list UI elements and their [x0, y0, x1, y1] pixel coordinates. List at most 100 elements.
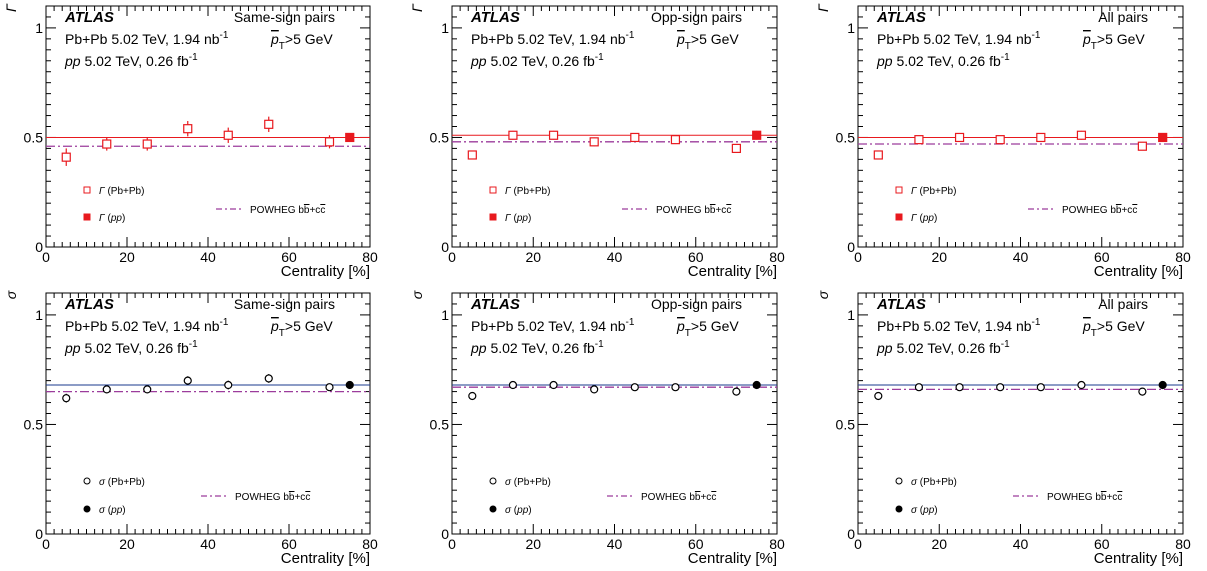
- pbpb-lumi-label: Pb+Pb 5.02 TeV, 1.94 nb-1: [877, 317, 1041, 334]
- legend-pbpb-marker: [83, 186, 91, 194]
- x-axis-label: Centrality [%]: [688, 263, 777, 280]
- pair-label: All pairs: [1098, 9, 1148, 25]
- pbpb-marker: [1036, 132, 1046, 143]
- x-tick-label: 40: [200, 249, 216, 265]
- pbpb-marker: [62, 394, 71, 403]
- y-tick-label: 0.5: [24, 416, 44, 432]
- pbpb-marker: [102, 385, 111, 394]
- x-tick-label: 40: [607, 536, 623, 552]
- pbpb-marker: [1077, 380, 1086, 390]
- x-tick-label: 0: [448, 536, 456, 552]
- pair-label: Same-sign pairs: [234, 296, 335, 312]
- pbpb-marker: [670, 135, 681, 145]
- legend-pbpb-marker: [895, 186, 903, 194]
- pair-label: Opp-sign pairs: [651, 296, 742, 312]
- atlas-label: ATLAS: [876, 9, 926, 26]
- atlas-label: ATLAS: [876, 296, 926, 313]
- x-tick-label: 80: [362, 536, 378, 552]
- legend-pbpb-marker: [83, 477, 91, 485]
- pp-lumi-label: pp 5.02 TeV, 0.26 fb-1: [64, 339, 198, 356]
- pp-marker: [345, 132, 355, 143]
- legend-pp-label: Γ (pp): [911, 213, 937, 224]
- pbpb-marker: [1138, 387, 1147, 396]
- y-axis-label: σ: [409, 290, 425, 299]
- pbpb-marker: [224, 380, 233, 390]
- pt-cut-label: pT>5 GeV: [270, 31, 333, 52]
- pbpb-marker: [467, 150, 477, 160]
- pbpb-marker: [1076, 130, 1087, 140]
- legend-pp-marker: [895, 213, 903, 221]
- x-axis-label: Centrality [%]: [688, 550, 777, 567]
- pp-marker: [752, 130, 762, 140]
- pbpb-marker: [590, 385, 599, 394]
- pbpb-lumi-label: Pb+Pb 5.02 TeV, 1.94 nb-1: [471, 317, 635, 334]
- legend-pbpb-label: σ (Pb+Pb): [911, 477, 957, 488]
- y-tick-label: 1: [35, 307, 43, 323]
- x-axis-label: Centrality [%]: [1094, 550, 1183, 567]
- pbpb-marker: [264, 119, 274, 129]
- x-tick-label: 80: [1175, 536, 1191, 552]
- pbpb-marker: [325, 383, 334, 392]
- pair-label: All pairs: [1098, 296, 1148, 312]
- legend-powheg-label: POWHEG bb+cc: [1062, 205, 1137, 216]
- pbpb-marker: [589, 137, 599, 147]
- legend-pbpb-marker: [895, 477, 903, 485]
- atlas-label: ATLAS: [64, 296, 114, 313]
- x-tick-label: 0: [448, 249, 456, 265]
- x-tick-label: 60: [1094, 249, 1110, 265]
- legend-pp-marker: [489, 505, 497, 513]
- panel-2: 0 20 40 60 80 0 0.5 1 Centrality [%] Γ ATLAS Opp-si…: [409, 3, 785, 280]
- pbpb-marker: [671, 383, 680, 392]
- legend-powheg-label: POWHEG bb+cc: [1047, 492, 1122, 503]
- pair-label: Opp-sign pairs: [651, 9, 742, 25]
- legend-pp-label: Γ (pp): [505, 213, 531, 224]
- y-tick-label: 0.5: [430, 129, 450, 145]
- y-tick-label: 1: [441, 20, 449, 36]
- legend-pbpb-label: Γ (Pb+Pb): [505, 186, 550, 197]
- pt-cut-label: pT>5 GeV: [1082, 31, 1145, 52]
- x-tick-label: 20: [525, 536, 541, 552]
- pbpb-marker: [223, 130, 233, 140]
- pbpb-marker: [142, 139, 152, 149]
- pp-marker: [1158, 380, 1167, 390]
- pt-cut-label: pT>5 GeV: [676, 31, 739, 52]
- pbpb-lumi-label: Pb+Pb 5.02 TeV, 1.94 nb-1: [471, 30, 635, 47]
- pbpb-marker: [183, 376, 192, 385]
- legend-powheg-label: POWHEG bb+cc: [656, 205, 731, 216]
- y-axis-label: σ: [3, 290, 19, 299]
- pt-cut-label: pT>5 GeV: [1082, 318, 1145, 339]
- legend-powheg-label: POWHEG bb+cc: [641, 492, 716, 503]
- legend-pp-marker: [83, 505, 91, 513]
- x-tick-label: 40: [1013, 536, 1029, 552]
- pbpb-marker: [630, 132, 640, 143]
- x-tick-label: 20: [119, 536, 135, 552]
- pbpb-marker: [1137, 141, 1147, 151]
- x-tick-label: 60: [281, 249, 297, 265]
- x-tick-label: 40: [1013, 249, 1029, 265]
- y-axis-label: Γ: [3, 3, 19, 12]
- y-tick-label: 0: [35, 239, 43, 255]
- y-axis-label: Γ: [815, 3, 831, 12]
- x-tick-label: 80: [1175, 249, 1191, 265]
- pbpb-lumi-label: Pb+Pb 5.02 TeV, 1.94 nb-1: [877, 30, 1041, 47]
- pp-lumi-label: pp 5.02 TeV, 0.26 fb-1: [470, 339, 604, 356]
- x-tick-label: 60: [281, 536, 297, 552]
- pbpb-marker: [996, 383, 1005, 392]
- y-tick-label: 0: [847, 239, 855, 255]
- x-tick-label: 80: [362, 249, 378, 265]
- x-tick-label: 40: [607, 249, 623, 265]
- x-tick-label: 60: [1094, 536, 1110, 552]
- pbpb-marker: [468, 391, 477, 401]
- x-axis-label: Centrality [%]: [281, 263, 370, 280]
- atlas-label: ATLAS: [470, 9, 520, 26]
- x-tick-label: 80: [769, 249, 785, 265]
- pbpb-marker: [264, 374, 273, 383]
- x-tick-label: 0: [854, 536, 862, 552]
- pbpb-lumi-label: Pb+Pb 5.02 TeV, 1.94 nb-1: [65, 317, 229, 334]
- pbpb-marker: [549, 380, 558, 390]
- x-tick-label: 0: [42, 536, 50, 552]
- y-tick-label: 1: [847, 307, 855, 323]
- legend-pbpb-marker: [489, 477, 497, 485]
- y-tick-label: 0: [35, 526, 43, 542]
